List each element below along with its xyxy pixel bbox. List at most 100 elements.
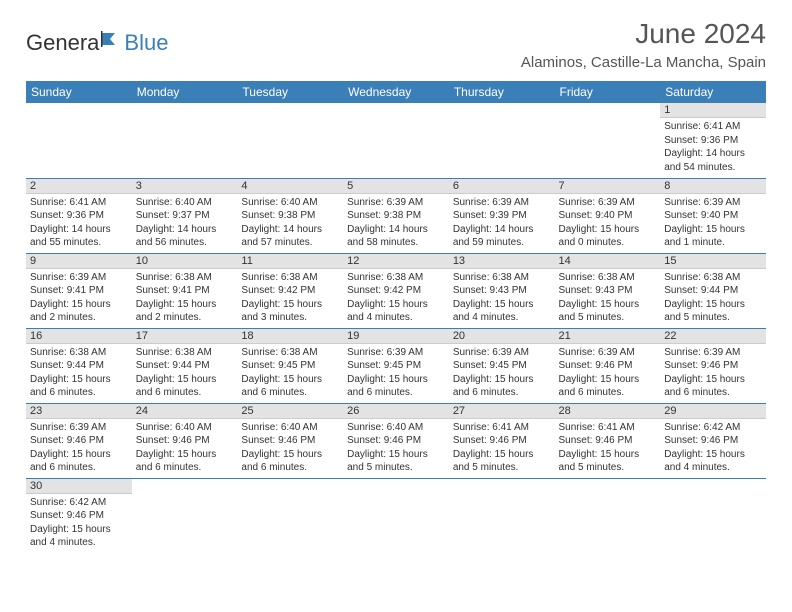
day-cell: 25Sunrise: 6:40 AMSunset: 9:46 PMDayligh… [237, 403, 343, 478]
day-cell [26, 103, 132, 178]
day-content: Sunrise: 6:38 AMSunset: 9:42 PMDaylight:… [237, 269, 343, 328]
day-number: 8 [660, 179, 766, 194]
day-header-wed: Wednesday [343, 81, 449, 103]
day-number: 20 [449, 329, 555, 344]
day-content: Sunrise: 6:38 AMSunset: 9:41 PMDaylight:… [132, 269, 238, 328]
day-content: Sunrise: 6:40 AMSunset: 9:46 PMDaylight:… [343, 419, 449, 478]
daylight-line2: and 0 minutes. [559, 236, 657, 250]
day-cell [132, 103, 238, 178]
day-cell: 20Sunrise: 6:39 AMSunset: 9:45 PMDayligh… [449, 328, 555, 403]
sunset: Sunset: 9:46 PM [347, 434, 445, 448]
day-number: 18 [237, 329, 343, 344]
day-content: Sunrise: 6:39 AMSunset: 9:38 PMDaylight:… [343, 194, 449, 253]
sunrise: Sunrise: 6:40 AM [241, 196, 339, 210]
sunset: Sunset: 9:46 PM [664, 434, 762, 448]
sunset: Sunset: 9:37 PM [136, 209, 234, 223]
day-number: 9 [26, 254, 132, 269]
day-cell: 28Sunrise: 6:41 AMSunset: 9:46 PMDayligh… [555, 403, 661, 478]
sunset: Sunset: 9:40 PM [664, 209, 762, 223]
day-content: Sunrise: 6:38 AMSunset: 9:44 PMDaylight:… [132, 344, 238, 403]
day-cell [343, 478, 449, 553]
day-number: 22 [660, 329, 766, 344]
daylight-line1: Daylight: 15 hours [136, 298, 234, 312]
sunset: Sunset: 9:45 PM [241, 359, 339, 373]
sunrise: Sunrise: 6:38 AM [347, 271, 445, 285]
location: Alaminos, Castille-La Mancha, Spain [521, 54, 766, 71]
sunrise: Sunrise: 6:39 AM [664, 196, 762, 210]
sunset: Sunset: 9:46 PM [453, 434, 551, 448]
day-content: Sunrise: 6:39 AMSunset: 9:46 PMDaylight:… [26, 419, 132, 478]
day-content: Sunrise: 6:41 AMSunset: 9:36 PMDaylight:… [660, 118, 766, 177]
sunset: Sunset: 9:46 PM [241, 434, 339, 448]
day-cell: 21Sunrise: 6:39 AMSunset: 9:46 PMDayligh… [555, 328, 661, 403]
day-content: Sunrise: 6:38 AMSunset: 9:42 PMDaylight:… [343, 269, 449, 328]
daylight-line2: and 6 minutes. [453, 386, 551, 400]
daylight-line1: Daylight: 15 hours [453, 373, 551, 387]
sunset: Sunset: 9:38 PM [347, 209, 445, 223]
day-number: 26 [343, 404, 449, 419]
day-cell [660, 478, 766, 553]
sunset: Sunset: 9:46 PM [664, 359, 762, 373]
daylight-line1: Daylight: 15 hours [30, 448, 128, 462]
sunrise: Sunrise: 6:42 AM [664, 421, 762, 435]
day-number: 1 [660, 103, 766, 118]
daylight-line2: and 6 minutes. [664, 386, 762, 400]
day-number: 25 [237, 404, 343, 419]
day-cell: 13Sunrise: 6:38 AMSunset: 9:43 PMDayligh… [449, 253, 555, 328]
daylight-line1: Daylight: 15 hours [241, 373, 339, 387]
sunrise: Sunrise: 6:38 AM [136, 271, 234, 285]
day-cell: 10Sunrise: 6:38 AMSunset: 9:41 PMDayligh… [132, 253, 238, 328]
day-cell: 4Sunrise: 6:40 AMSunset: 9:38 PMDaylight… [237, 178, 343, 253]
sunset: Sunset: 9:43 PM [559, 284, 657, 298]
day-number: 7 [555, 179, 661, 194]
day-header-fri: Friday [555, 81, 661, 103]
sunrise: Sunrise: 6:39 AM [559, 196, 657, 210]
daylight-line2: and 6 minutes. [559, 386, 657, 400]
sunset: Sunset: 9:46 PM [30, 509, 128, 523]
day-cell: 2Sunrise: 6:41 AMSunset: 9:36 PMDaylight… [26, 178, 132, 253]
sunrise: Sunrise: 6:41 AM [453, 421, 551, 435]
title-block: June 2024 Alaminos, Castille-La Mancha, … [521, 18, 766, 71]
day-number: 11 [237, 254, 343, 269]
sunset: Sunset: 9:40 PM [559, 209, 657, 223]
daylight-line2: and 6 minutes. [30, 386, 128, 400]
day-header-thu: Thursday [449, 81, 555, 103]
day-content: Sunrise: 6:40 AMSunset: 9:37 PMDaylight:… [132, 194, 238, 253]
week-row: 16Sunrise: 6:38 AMSunset: 9:44 PMDayligh… [26, 328, 766, 403]
day-cell [449, 103, 555, 178]
daylight-line1: Daylight: 15 hours [664, 373, 762, 387]
daylight-line2: and 4 minutes. [347, 311, 445, 325]
daylight-line1: Daylight: 15 hours [559, 298, 657, 312]
sunrise: Sunrise: 6:41 AM [664, 120, 762, 134]
sunset: Sunset: 9:42 PM [347, 284, 445, 298]
daylight-line1: Daylight: 15 hours [30, 298, 128, 312]
day-content: Sunrise: 6:38 AMSunset: 9:45 PMDaylight:… [237, 344, 343, 403]
sunrise: Sunrise: 6:40 AM [136, 421, 234, 435]
sunset: Sunset: 9:42 PM [241, 284, 339, 298]
calendar-body: 1Sunrise: 6:41 AMSunset: 9:36 PMDaylight… [26, 103, 766, 553]
day-number: 23 [26, 404, 132, 419]
day-number: 28 [555, 404, 661, 419]
day-cell [555, 478, 661, 553]
sunset: Sunset: 9:45 PM [347, 359, 445, 373]
daylight-line2: and 2 minutes. [30, 311, 128, 325]
daylight-line1: Daylight: 15 hours [136, 448, 234, 462]
day-header-sat: Saturday [660, 81, 766, 103]
day-cell: 7Sunrise: 6:39 AMSunset: 9:40 PMDaylight… [555, 178, 661, 253]
daylight-line2: and 6 minutes. [30, 461, 128, 475]
day-number: 4 [237, 179, 343, 194]
daylight-line1: Daylight: 15 hours [347, 298, 445, 312]
day-cell: 15Sunrise: 6:38 AMSunset: 9:44 PMDayligh… [660, 253, 766, 328]
sunrise: Sunrise: 6:38 AM [30, 346, 128, 360]
day-cell: 30Sunrise: 6:42 AMSunset: 9:46 PMDayligh… [26, 478, 132, 553]
sunrise: Sunrise: 6:40 AM [241, 421, 339, 435]
day-number: 6 [449, 179, 555, 194]
daylight-line2: and 6 minutes. [136, 461, 234, 475]
day-cell: 24Sunrise: 6:40 AMSunset: 9:46 PMDayligh… [132, 403, 238, 478]
sunset: Sunset: 9:39 PM [453, 209, 551, 223]
logo-flag-icon [101, 27, 123, 53]
day-cell [449, 478, 555, 553]
day-content: Sunrise: 6:41 AMSunset: 9:46 PMDaylight:… [555, 419, 661, 478]
day-content: Sunrise: 6:39 AMSunset: 9:45 PMDaylight:… [449, 344, 555, 403]
daylight-line2: and 4 minutes. [453, 311, 551, 325]
